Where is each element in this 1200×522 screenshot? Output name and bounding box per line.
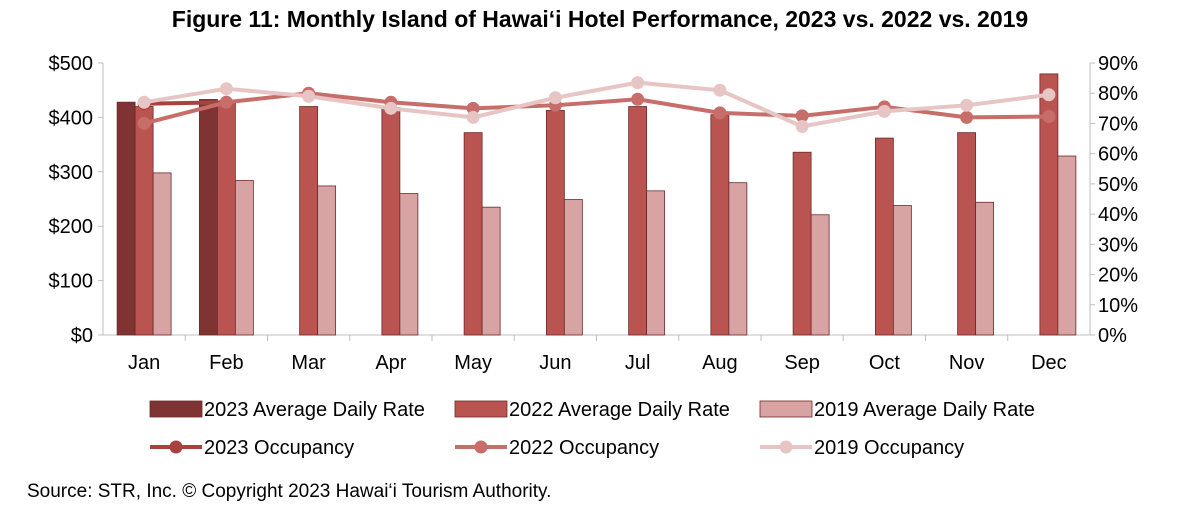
x-tick-label: Feb — [209, 352, 243, 374]
legend-marker — [474, 440, 488, 454]
bar — [198, 99, 218, 336]
series-line — [144, 100, 227, 106]
bar — [810, 214, 830, 336]
line-point — [466, 101, 480, 115]
bar — [299, 106, 319, 336]
x-tick-label: Jan — [128, 352, 160, 374]
line-point — [1042, 109, 1056, 123]
y-right-tick-label: 60% — [1098, 144, 1138, 166]
line-point — [384, 101, 398, 115]
y-left-tick-label: $300 — [49, 162, 94, 184]
y-right-tick-label: 70% — [1098, 113, 1138, 135]
line-point — [713, 106, 727, 120]
source-note: Source: STR, Inc. © Copyright 2023 Hawai… — [27, 481, 552, 502]
y-left-tick-label: $100 — [49, 271, 94, 293]
bar — [892, 205, 912, 336]
line-point — [1042, 88, 1056, 102]
x-tick-label: Oct — [869, 352, 901, 374]
legend-swatch — [149, 400, 203, 418]
line-point — [466, 110, 480, 124]
x-tick-label: Jul — [625, 352, 651, 374]
line-point — [219, 95, 233, 109]
line-point — [960, 98, 974, 112]
legend-swatch — [454, 400, 508, 418]
x-tick-label: Aug — [702, 352, 738, 374]
y-right-tick-label: 50% — [1098, 174, 1138, 196]
line-point — [960, 110, 974, 124]
bar — [463, 132, 483, 336]
y-right-tick-label: 0% — [1098, 325, 1127, 347]
plot-area: $0 $100 $200 $300 $400 $500 0% 10% 20% 30% 40% 50% 6… — [49, 53, 1139, 374]
line-point — [137, 95, 151, 109]
x-tick-label: Dec — [1031, 352, 1067, 374]
chart-title: Figure 11: Monthly Island of Hawai‘i Hot… — [171, 6, 1029, 32]
line-point — [795, 119, 809, 133]
bar — [792, 151, 812, 336]
line-point — [137, 116, 151, 130]
y-right-tick-label: 20% — [1098, 265, 1138, 287]
y-left-tick-label: $200 — [49, 216, 94, 238]
bar — [116, 101, 136, 336]
bar — [381, 107, 401, 336]
chart: $0 $100 $200 $300 $400 $500 0% 10% 20% 30% 40% 50% 6… — [49, 53, 1139, 459]
line-point — [631, 92, 645, 106]
y-right-tick-label: 80% — [1098, 83, 1138, 105]
bar — [728, 182, 748, 336]
bar — [975, 201, 995, 336]
y-left-tick-label: $0 — [71, 325, 93, 347]
legend-label: 2022 Average Daily Rate — [509, 399, 730, 421]
y-right-tick-label: 40% — [1098, 204, 1138, 226]
x-tick-label: Mar — [291, 352, 326, 374]
x-tick-label: Nov — [949, 352, 985, 374]
bar — [646, 190, 666, 336]
line-point — [548, 91, 562, 105]
bar — [710, 114, 730, 336]
x-tick-label: Apr — [375, 352, 406, 374]
bar — [216, 101, 236, 336]
y-right-tick-label: 90% — [1098, 53, 1138, 75]
line-point — [795, 109, 809, 123]
line-point — [631, 76, 645, 90]
x-tick-label: Jun — [539, 352, 571, 374]
bar — [957, 132, 977, 336]
x-tick-label: May — [454, 352, 492, 374]
series-line — [143, 80, 1050, 129]
legend-swatch — [759, 400, 813, 418]
bar — [317, 185, 337, 336]
bar — [152, 172, 172, 336]
y-left-tick-label: $400 — [49, 107, 94, 129]
bar — [628, 106, 648, 336]
legend: 2023 Average Daily Rate 2022 Average Dail… — [149, 399, 1035, 459]
line-point — [219, 82, 233, 96]
y-right-tick-label: 10% — [1098, 295, 1138, 317]
legend-marker — [779, 440, 793, 454]
bar — [1057, 155, 1077, 336]
bar — [134, 106, 154, 336]
legend-label: 2023 Occupancy — [204, 437, 354, 459]
line-point — [302, 89, 316, 103]
legend-marker — [169, 440, 183, 454]
line-point — [713, 83, 727, 97]
bar — [399, 193, 419, 336]
legend-label: 2019 Average Daily Rate — [814, 399, 1035, 421]
legend-label: 2019 Occupancy — [814, 437, 964, 459]
x-tick-label: Sep — [784, 352, 820, 374]
y-left-tick-label: $500 — [49, 53, 94, 75]
legend-label: 2023 Average Daily Rate — [204, 399, 425, 421]
bar — [874, 137, 894, 336]
bar — [563, 199, 583, 336]
bar — [545, 109, 565, 336]
legend-label: 2022 Occupancy — [509, 437, 659, 459]
bar — [481, 206, 501, 336]
y-right-tick-label: 30% — [1098, 234, 1138, 256]
line-point — [877, 104, 891, 118]
bar — [234, 180, 254, 336]
